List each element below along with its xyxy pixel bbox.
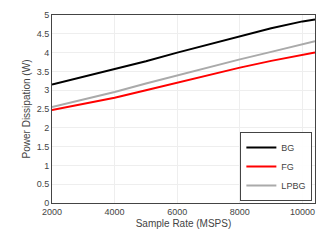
svg-text:2.5: 2.5 <box>37 104 50 114</box>
svg-text:Power Dissipation (W): Power Dissipation (W) <box>21 60 32 159</box>
svg-text:0.5: 0.5 <box>37 179 50 189</box>
svg-text:6000: 6000 <box>167 207 187 217</box>
svg-text:3: 3 <box>44 85 49 95</box>
svg-text:0: 0 <box>44 198 49 208</box>
svg-text:LPBG: LPBG <box>281 181 305 191</box>
svg-text:4.5: 4.5 <box>37 29 50 39</box>
svg-text:1: 1 <box>44 161 49 171</box>
svg-text:1.5: 1.5 <box>37 142 50 152</box>
svg-text:5: 5 <box>44 10 49 20</box>
svg-text:2000: 2000 <box>42 207 62 217</box>
svg-text:3.5: 3.5 <box>37 67 50 77</box>
svg-text:4: 4 <box>44 48 49 58</box>
svg-text:2: 2 <box>44 123 49 133</box>
svg-text:Sample Rate (MSPS): Sample Rate (MSPS) <box>136 218 232 229</box>
svg-text:BG: BG <box>281 143 294 153</box>
svg-text:FG: FG <box>281 162 294 172</box>
svg-text:10000: 10000 <box>290 207 315 217</box>
svg-text:4000: 4000 <box>105 207 125 217</box>
svg-text:8000: 8000 <box>230 207 250 217</box>
